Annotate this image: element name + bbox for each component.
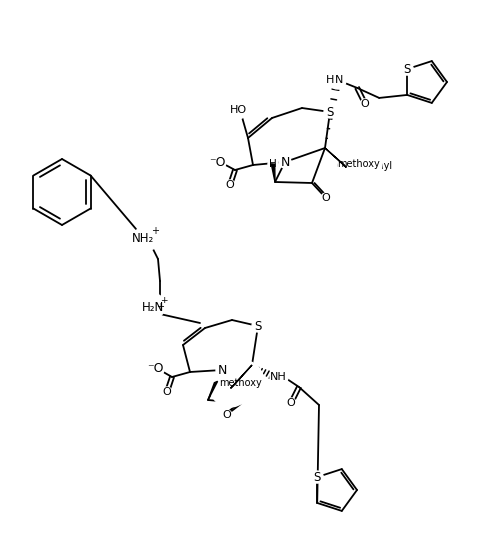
Circle shape — [324, 106, 336, 118]
Polygon shape — [325, 148, 346, 167]
Text: methyl: methyl — [221, 385, 253, 394]
Text: +: + — [156, 302, 164, 312]
Text: ⁻O: ⁻O — [209, 156, 225, 169]
Circle shape — [332, 150, 364, 182]
Text: methoxy: methoxy — [219, 378, 261, 388]
Text: ⁻O: ⁻O — [147, 362, 163, 376]
Circle shape — [279, 156, 291, 168]
Polygon shape — [231, 365, 252, 388]
Text: O: O — [322, 193, 330, 203]
Circle shape — [220, 373, 248, 401]
Text: N: N — [218, 363, 226, 376]
Circle shape — [217, 365, 227, 375]
Polygon shape — [208, 381, 217, 400]
Text: O: O — [336, 161, 345, 171]
Text: O: O — [338, 162, 347, 172]
Text: H₂N: H₂N — [142, 301, 164, 314]
Circle shape — [360, 99, 370, 109]
Circle shape — [343, 156, 363, 176]
Circle shape — [328, 71, 346, 89]
Text: O: O — [361, 99, 370, 109]
Text: NH: NH — [270, 372, 287, 382]
Circle shape — [270, 368, 288, 386]
Text: methoxy: methoxy — [336, 159, 379, 169]
Text: O: O — [226, 180, 234, 190]
Circle shape — [368, 160, 370, 162]
Polygon shape — [271, 164, 275, 182]
Text: S: S — [314, 470, 321, 484]
Text: H: H — [212, 377, 220, 387]
Circle shape — [335, 152, 363, 180]
Circle shape — [329, 148, 365, 184]
Circle shape — [225, 180, 235, 190]
Text: S: S — [254, 320, 262, 333]
Circle shape — [162, 387, 172, 397]
Text: N: N — [217, 363, 227, 376]
Text: O: O — [223, 384, 231, 394]
Circle shape — [286, 398, 296, 408]
Circle shape — [220, 360, 264, 404]
Text: O: O — [348, 161, 357, 171]
Circle shape — [208, 153, 226, 171]
Circle shape — [268, 159, 278, 169]
Circle shape — [218, 371, 250, 403]
Text: O: O — [163, 387, 171, 397]
Circle shape — [321, 193, 331, 203]
Text: O: O — [223, 382, 231, 392]
Text: NH₂: NH₂ — [132, 231, 154, 245]
Circle shape — [146, 360, 164, 378]
Text: S: S — [327, 105, 333, 119]
Text: H: H — [269, 159, 277, 169]
Circle shape — [222, 410, 232, 420]
Text: N: N — [280, 156, 289, 169]
Circle shape — [401, 63, 413, 75]
Circle shape — [139, 293, 165, 319]
Text: HO: HO — [229, 105, 247, 115]
Text: methyl: methyl — [343, 158, 375, 167]
Text: N: N — [335, 75, 343, 85]
Text: +: + — [160, 296, 168, 305]
Text: O: O — [345, 161, 353, 171]
Text: O: O — [222, 383, 230, 393]
Circle shape — [210, 367, 250, 407]
Circle shape — [338, 155, 360, 177]
Circle shape — [135, 224, 161, 250]
Circle shape — [216, 364, 228, 376]
Text: S: S — [404, 63, 411, 76]
Text: methyl: methyl — [358, 161, 392, 171]
Text: +: + — [151, 226, 159, 236]
Circle shape — [252, 320, 264, 332]
Circle shape — [211, 377, 221, 387]
Text: O: O — [287, 398, 295, 408]
Text: N: N — [281, 156, 289, 169]
Text: O: O — [339, 161, 348, 171]
Circle shape — [229, 101, 247, 119]
Circle shape — [338, 141, 382, 185]
Text: H: H — [326, 75, 334, 85]
Circle shape — [311, 471, 323, 483]
Text: O: O — [223, 410, 231, 420]
Circle shape — [280, 157, 290, 167]
